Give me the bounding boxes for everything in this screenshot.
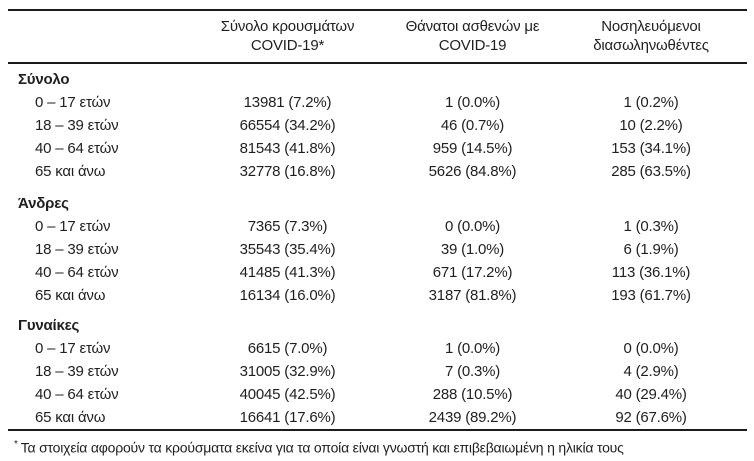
cases-value: 6615 (7.0%) xyxy=(247,340,328,357)
table-row: 40 – 64 ετών 40045 (42.5%) 288 (10.5%) 4… xyxy=(8,383,747,406)
age-group-label: 0 – 17 ετών xyxy=(35,94,111,111)
intubated-value: 0 (0.0%) xyxy=(623,340,679,357)
table-row: 0 – 17 ετών 13981 (7.2%) 1 (0.0%) 1 (0.2… xyxy=(8,91,747,114)
deaths-value: 959 (14.5%) xyxy=(432,140,513,157)
header-intubated-line2: διασωληνωθέντες xyxy=(593,37,709,54)
header-empty-cell xyxy=(8,10,185,64)
deaths-value: 7 (0.3%) xyxy=(444,363,501,380)
table-row: 40 – 64 ετών 41485 (41.3%) 671 (17.2%) 1… xyxy=(8,261,747,284)
table-row: 18 – 39 ετών 35543 (35.4%) 39 (1.0%) 6 (… xyxy=(8,238,747,261)
table-row: 40 – 64 ετών 81543 (41.8%) 959 (14.5%) 1… xyxy=(8,137,747,160)
age-group-label: 18 – 39 ετών xyxy=(35,241,119,258)
deaths-value: 0 (0.0%) xyxy=(444,218,501,235)
header-total-cases-line1: Σύνολο κρουσμάτων xyxy=(220,18,355,35)
table-footnote: * Τα στοιχεία αφορούν τα κρούσματα εκείνα… xyxy=(14,436,744,457)
table-row: 0 – 17 ετών 7365 (7.3%) 0 (0.0%) 1 (0.3%… xyxy=(8,215,747,238)
age-group-label: 40 – 64 ετών xyxy=(35,386,119,403)
deaths-value: 2439 (89.2%) xyxy=(428,409,517,426)
intubated-value: 4 (2.9%) xyxy=(623,363,679,380)
age-group-label: 65 και άνω xyxy=(35,409,106,426)
age-group-label: 65 και άνω xyxy=(35,287,106,304)
cases-value: 7365 (7.3%) xyxy=(247,218,328,235)
section-title: Σύνολο xyxy=(18,71,70,88)
intubated-value: 113 (36.1%) xyxy=(611,264,691,281)
footnote-asterisk-marker: * xyxy=(14,439,18,450)
cases-value: 32778 (16.8%) xyxy=(239,163,336,180)
deaths-value: 671 (17.2%) xyxy=(432,264,513,281)
age-group-label: 65 και άνω xyxy=(35,163,106,180)
table-row: 65 και άνω 32778 (16.8%) 5626 (84.8%) 28… xyxy=(8,160,747,183)
section-title: Γυναίκες xyxy=(18,317,80,334)
header-intubated: Νοσηλευόμενοι διασωληνωθέντες xyxy=(555,10,747,64)
intubated-value: 193 (61.7%) xyxy=(611,287,691,304)
table-row: 0 – 17 ετών 6615 (7.0%) 1 (0.0%) 0 (0.0%… xyxy=(8,337,747,360)
section-header-total: Σύνολο xyxy=(8,63,747,91)
age-group-label: 40 – 64 ετών xyxy=(35,140,119,157)
age-group-label: 18 – 39 ετών xyxy=(35,117,119,134)
cases-value: 16641 (17.6%) xyxy=(239,409,336,426)
age-group-label: 40 – 64 ετών xyxy=(35,264,119,281)
section-header-women: Γυναίκες xyxy=(8,307,747,337)
covid-statistics-table: Σύνολο κρουσμάτων COVID-19* Θάνατοι ασθε… xyxy=(8,9,747,431)
intubated-value: 1 (0.2%) xyxy=(623,94,679,111)
intubated-value: 1 (0.3%) xyxy=(623,218,679,235)
deaths-value: 1 (0.0%) xyxy=(444,94,501,111)
age-group-label: 0 – 17 ετών xyxy=(35,218,111,235)
cases-value: 81543 (41.8%) xyxy=(239,140,336,157)
cases-value: 35543 (35.4%) xyxy=(239,241,336,258)
report-page: Σύνολο κρουσμάτων COVID-19* Θάνατοι ασθε… xyxy=(0,9,754,461)
section-header-men: Άνδρες xyxy=(8,183,747,215)
header-deaths-line1: Θάνατοι ασθενών με xyxy=(405,18,540,35)
table-row: 18 – 39 ετών 66554 (34.2%) 46 (0.7%) 10 … xyxy=(8,114,747,137)
cases-value: 40045 (42.5%) xyxy=(239,386,336,403)
intubated-value: 6 (1.9%) xyxy=(623,241,679,258)
cases-value: 16134 (16.0%) xyxy=(239,287,336,304)
footnote-text: Τα στοιχεία αφορούν τα κρούσματα εκείνα … xyxy=(20,439,624,456)
deaths-value: 288 (10.5%) xyxy=(432,386,513,403)
table-row: 18 – 39 ετών 31005 (32.9%) 7 (0.3%) 4 (2… xyxy=(8,360,747,383)
header-deaths-line2: COVID-19 xyxy=(438,37,507,54)
age-group-label: 18 – 39 ετών xyxy=(35,363,119,380)
deaths-value: 3187 (81.8%) xyxy=(428,287,517,304)
header-total-cases-line2: COVID-19* xyxy=(250,37,325,54)
section-title: Άνδρες xyxy=(18,195,69,212)
table-row: 65 και άνω 16641 (17.6%) 2439 (89.2%) 92… xyxy=(8,406,747,430)
intubated-value: 10 (2.2%) xyxy=(619,117,683,134)
intubated-value: 153 (34.1%) xyxy=(611,140,691,157)
deaths-value: 46 (0.7%) xyxy=(440,117,505,134)
cases-value: 13981 (7.2%) xyxy=(243,94,332,111)
deaths-value: 1 (0.0%) xyxy=(444,340,501,357)
deaths-value: 5626 (84.8%) xyxy=(428,163,517,180)
deaths-value: 39 (1.0%) xyxy=(440,241,505,258)
intubated-value: 92 (67.6%) xyxy=(615,409,687,426)
cases-value: 31005 (32.9%) xyxy=(239,363,336,380)
cases-value: 66554 (34.2%) xyxy=(239,117,336,134)
table-row: 65 και άνω 16134 (16.0%) 3187 (81.8%) 19… xyxy=(8,284,747,307)
header-total-cases: Σύνολο κρουσμάτων COVID-19* xyxy=(185,10,390,64)
header-deaths: Θάνατοι ασθενών με COVID-19 xyxy=(390,10,555,64)
table-header-row: Σύνολο κρουσμάτων COVID-19* Θάνατοι ασθε… xyxy=(8,10,747,64)
intubated-value: 40 (29.4%) xyxy=(615,386,687,403)
header-intubated-line1: Νοσηλευόμενοι xyxy=(601,18,701,35)
intubated-value: 285 (63.5%) xyxy=(611,163,691,180)
cases-value: 41485 (41.3%) xyxy=(239,264,336,281)
age-group-label: 0 – 17 ετών xyxy=(35,340,111,357)
